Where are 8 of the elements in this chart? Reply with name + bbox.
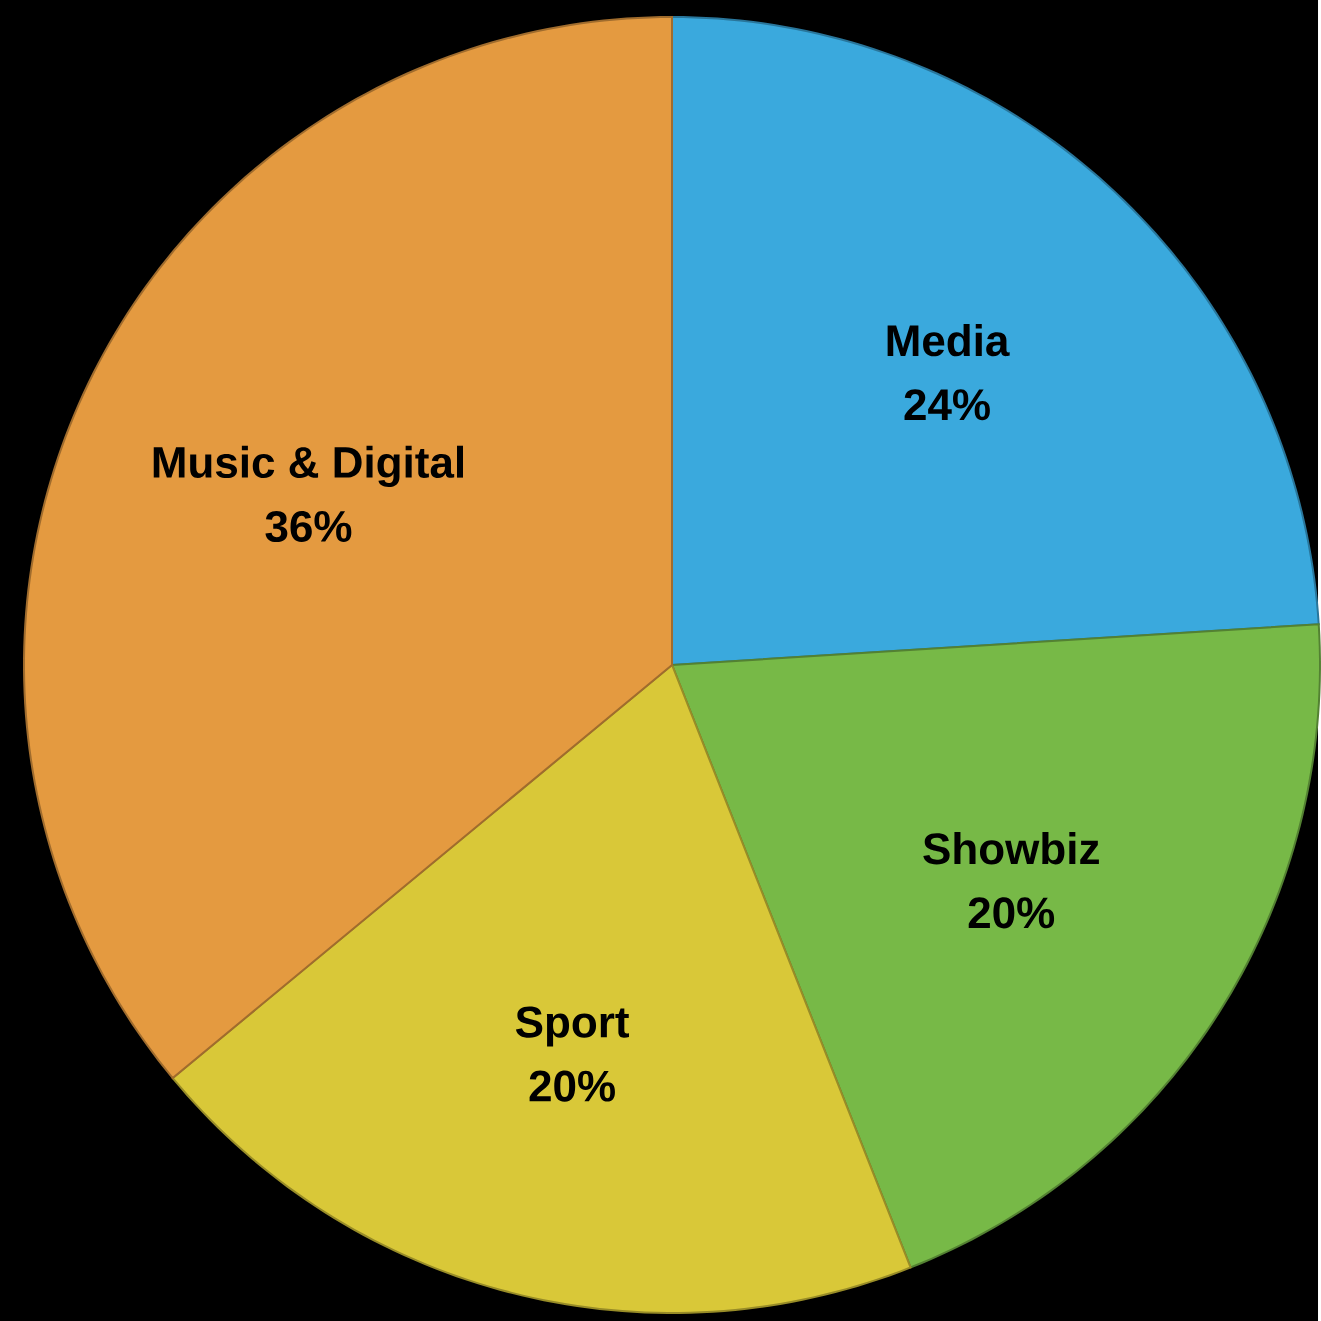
slice-label: Showbiz xyxy=(923,832,1099,865)
data-label: 24% xyxy=(904,389,990,421)
data-label: 36% xyxy=(265,510,352,543)
slice-label: Sport xyxy=(515,1006,630,1047)
slice-label: Music & Digital xyxy=(153,445,464,487)
data-label: 20% xyxy=(529,1070,615,1102)
slice-label: Media xyxy=(887,323,1010,357)
data-label: 20% xyxy=(968,897,1055,929)
